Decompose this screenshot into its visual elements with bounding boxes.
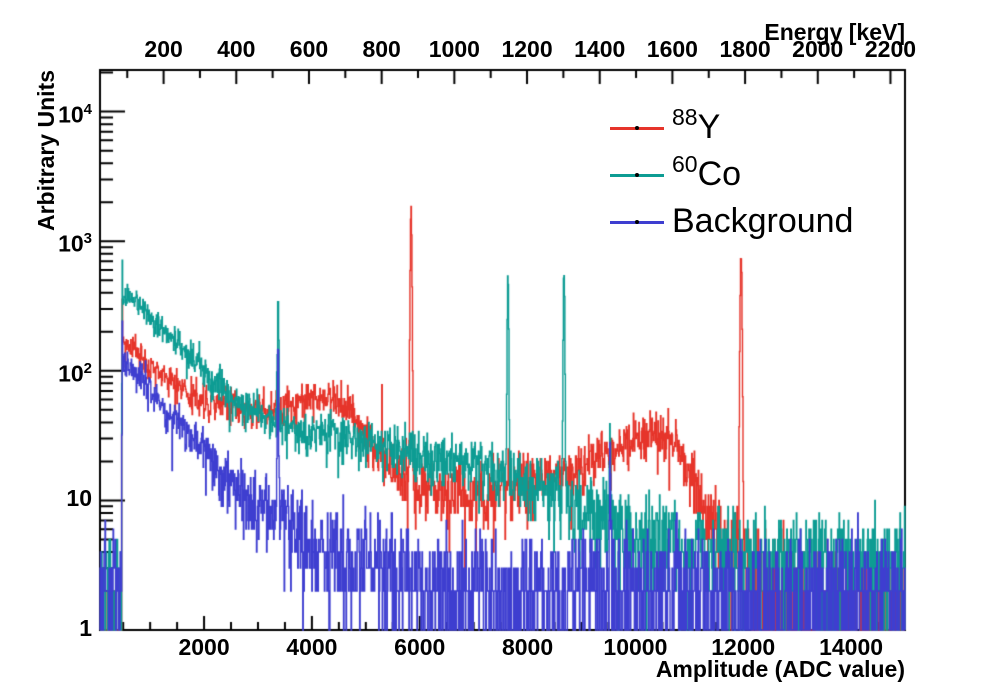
energy-tick-label: 2000 (792, 36, 844, 62)
x-tick-label: 12000 (711, 634, 776, 660)
y-tick-label: 104 (58, 100, 92, 128)
x-tick-label: 14000 (819, 634, 884, 660)
x-tick-label: 8000 (501, 634, 554, 660)
y-tick-label: 10 (66, 485, 92, 512)
energy-tick-label: 1000 (428, 36, 480, 62)
energy-tick-label: 600 (289, 36, 329, 62)
energy-tick-label: 1800 (719, 36, 771, 62)
energy-tick-label: 1400 (574, 36, 626, 62)
x-axis-title: Amplitude (ADC value) (655, 656, 905, 682)
energy-tick-label: 1200 (501, 36, 553, 62)
energy-tick-label: 800 (362, 36, 401, 62)
energy-tick-label: 2200 (864, 36, 917, 62)
y-tick-label: 103 (58, 230, 92, 257)
energy-tick-label: 1600 (646, 36, 698, 62)
energy-tick-label: 200 (144, 36, 183, 62)
energy-axis-title: Energy [keV] (764, 19, 905, 45)
y-tick-label: 102 (58, 359, 92, 387)
x-tick-label: 4000 (286, 634, 338, 660)
energy-tick-label: 400 (217, 36, 256, 62)
x-tick-label: 2000 (178, 634, 230, 660)
y-axis-title: Arbitrary Units (33, 70, 59, 232)
x-tick-label: 6000 (394, 634, 446, 660)
y-tick-label: 1 (79, 615, 92, 641)
x-tick-label: 10000 (603, 634, 668, 660)
